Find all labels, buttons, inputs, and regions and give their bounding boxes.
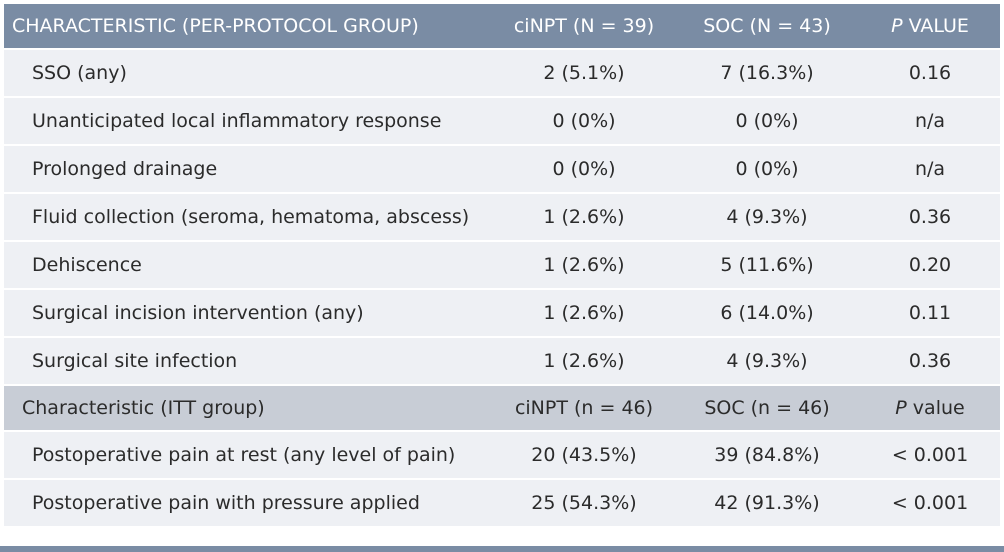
row-p: 0.20 (908, 254, 952, 276)
table-row: SSO (any) 2 (5.1%) 7 (16.3%) 0.16 (4, 50, 1000, 96)
row-soc: 7 (16.3%) (720, 62, 814, 84)
header-soc: SOC (N = 43) (703, 15, 831, 37)
row-soc: 6 (14.0%) (720, 302, 814, 324)
row-label: Postoperative pain with pressure applied (32, 492, 420, 514)
row-cinpt: 1 (2.6%) (543, 302, 625, 324)
itt-header-p-value: P value (860, 397, 1000, 419)
results-table: CHARACTERISTIC (PER-PROTOCOL GROUP) ciNP… (4, 4, 1000, 528)
row-p: < 0.001 (891, 444, 969, 466)
row-cinpt: 1 (2.6%) (543, 254, 625, 276)
table-row: Postoperative pain with pressure applied… (4, 480, 1000, 526)
row-label: Dehiscence (32, 254, 142, 276)
header-characteristic: CHARACTERISTIC (PER-PROTOCOL GROUP) (12, 15, 419, 37)
row-cinpt: 1 (2.6%) (543, 350, 625, 372)
row-soc: 4 (9.3%) (726, 206, 808, 228)
itt-header-cinpt: ciNPT (n = 46) (514, 397, 654, 419)
row-label: Prolonged drainage (32, 158, 218, 180)
row-cinpt: 20 (43.5%) (531, 444, 637, 466)
header-p-letter: P (891, 15, 903, 37)
footer-bar (0, 546, 1004, 552)
header-p-rest: VALUE (902, 15, 969, 37)
header-cinpt: ciNPT (N = 39) (513, 15, 655, 37)
row-cinpt: 0 (0%) (552, 110, 616, 132)
table-row: Fluid collection (seroma, hematoma, absc… (4, 194, 1000, 240)
row-p: 0.36 (908, 350, 952, 372)
row-soc: 42 (91.3%) (714, 492, 820, 514)
per-protocol-header-row: CHARACTERISTIC (PER-PROTOCOL GROUP) ciNP… (4, 4, 1000, 48)
row-soc: 0 (0%) (735, 110, 799, 132)
itt-header-p-letter: P (895, 397, 907, 419)
table-row: Postoperative pain at rest (any level of… (4, 432, 1000, 478)
row-cinpt: 0 (0%) (552, 158, 616, 180)
table-row: Unanticipated local inflammatory respons… (4, 98, 1000, 144)
itt-header-row: Characteristic (ITT group) ciNPT (n = 46… (4, 386, 1000, 430)
row-label: Fluid collection (seroma, hematoma, absc… (32, 206, 470, 228)
row-soc: 39 (84.8%) (714, 444, 820, 466)
itt-header-p-rest: value (906, 397, 965, 419)
table-row: Surgical site infection 1 (2.6%) 4 (9.3%… (4, 338, 1000, 384)
itt-header-soc: SOC (n = 46) (704, 397, 830, 419)
row-label: Surgical site infection (32, 350, 238, 372)
row-cinpt: 2 (5.1%) (543, 62, 625, 84)
row-label: Postoperative pain at rest (any level of… (32, 444, 456, 466)
row-label: SSO (any) (32, 62, 127, 84)
row-soc: 5 (11.6%) (720, 254, 814, 276)
row-p: n/a (914, 158, 946, 180)
table-row: Surgical incision intervention (any) 1 (… (4, 290, 1000, 336)
row-p: 0.16 (908, 62, 952, 84)
table-row: Prolonged drainage 0 (0%) 0 (0%) n/a (4, 146, 1000, 192)
row-p: < 0.001 (891, 492, 969, 514)
row-cinpt: 1 (2.6%) (543, 206, 625, 228)
header-p-value: P VALUE (860, 15, 1000, 37)
row-soc: 4 (9.3%) (726, 350, 808, 372)
row-p: 0.11 (908, 302, 952, 324)
table-row: Dehiscence 1 (2.6%) 5 (11.6%) 0.20 (4, 242, 1000, 288)
itt-header-characteristic: Characteristic (ITT group) (22, 397, 265, 419)
row-cinpt: 25 (54.3%) (531, 492, 637, 514)
row-label: Unanticipated local inflammatory respons… (32, 110, 442, 132)
row-soc: 0 (0%) (735, 158, 799, 180)
row-p: n/a (914, 110, 946, 132)
row-label: Surgical incision intervention (any) (32, 302, 364, 324)
row-p: 0.36 (908, 206, 952, 228)
